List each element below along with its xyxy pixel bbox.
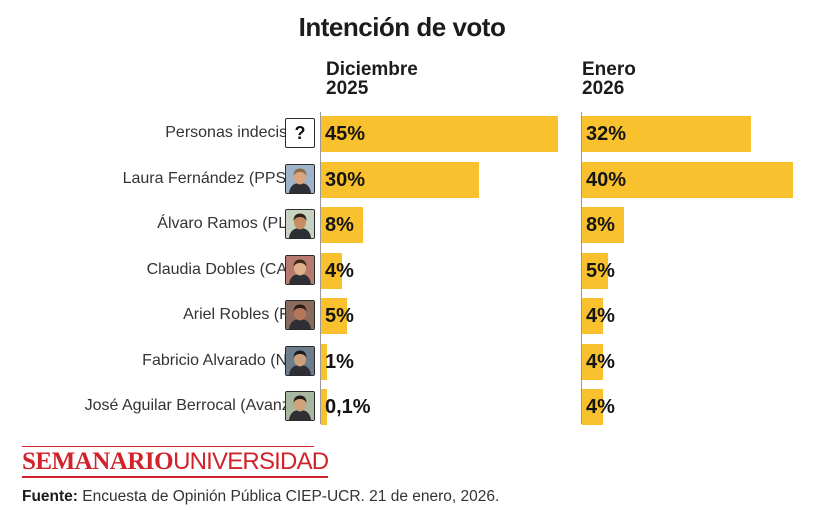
bar-january	[582, 116, 751, 152]
chart-row: Laura Fernández (PPSO) 30% 40%	[0, 161, 840, 198]
data-label-january: 40%	[586, 168, 627, 191]
chart-row: Personas indecisas? 45% 32%	[0, 116, 840, 152]
brand-rule	[22, 446, 314, 447]
data-label-december: 45%	[325, 123, 366, 145]
candidate-photo-icon	[285, 391, 315, 421]
column-header-january: Enero 2026	[582, 60, 636, 98]
brand-logo-part1: SEMANARIO	[22, 448, 174, 475]
data-label-january: 8%	[586, 214, 615, 236]
chart-row: Ariel Robles (FA) 5% 4%	[0, 298, 840, 334]
category-label: José Aguilar Berrocal (Avanza)	[84, 397, 304, 414]
axis-line-december	[320, 112, 321, 424]
column-header-january-year: 2026	[582, 78, 625, 99]
bar-january	[582, 343, 604, 380]
category-label: Personas indecisas	[165, 124, 304, 141]
column-header-december: Diciembre 2025	[326, 60, 418, 98]
question-mark-glyph: ?	[294, 122, 306, 143]
bar-january	[582, 298, 604, 334]
bar-january	[582, 207, 625, 243]
source-text: Encuesta de Opinión Pública CIEP-UCR. 21…	[77, 488, 500, 505]
data-label-january: 4%	[586, 350, 615, 373]
bar-december	[321, 161, 479, 198]
data-label-january: 5%	[586, 259, 615, 282]
data-label-december: 4%	[325, 259, 354, 282]
data-label-december: 5%	[325, 305, 354, 327]
category-label: Laura Fernández (PPSO)	[122, 169, 304, 187]
column-header-january-month: Enero	[582, 59, 636, 80]
bar-december	[321, 207, 364, 243]
question-mark-icon: ?	[285, 118, 315, 148]
bar-january	[582, 161, 793, 198]
bar-december	[321, 389, 327, 425]
column-header-december-month: Diciembre	[326, 59, 418, 80]
chart-row: Fabricio Alvarado (NR) 1% 4%	[0, 343, 840, 380]
bar-december	[321, 298, 348, 334]
candidate-photo-icon	[285, 209, 315, 239]
category-label: Claudia Dobles (CAC)	[146, 260, 304, 278]
bar-january	[582, 252, 609, 289]
category-label: Álvaro Ramos (PLN)	[157, 215, 304, 232]
candidate-photo-icon	[285, 163, 315, 194]
data-label-december: 1%	[325, 350, 354, 373]
axis-line-january	[581, 112, 582, 424]
data-label-january: 32%	[586, 123, 627, 145]
source-note: Fuente: Encuesta de Opinión Pública CIEP…	[22, 488, 499, 506]
brand-logo: SEMANARIOUNIVERSIDAD	[22, 448, 329, 478]
bar-december	[321, 116, 558, 152]
chart-row: Claudia Dobles (CAC) 4% 5%	[0, 252, 840, 289]
candidate-photo-icon	[285, 300, 315, 330]
bar-january	[582, 389, 604, 425]
category-label: Fabricio Alvarado (NR)	[142, 351, 304, 369]
brand-logo-part2: UNIVERSIDAD	[173, 448, 329, 475]
column-header-december-year: 2025	[326, 78, 369, 99]
data-label-december: 8%	[325, 214, 354, 236]
data-label-december: 30%	[325, 168, 366, 191]
data-label-january: 4%	[586, 396, 615, 418]
bar-december	[321, 252, 343, 289]
candidate-photo-icon	[285, 254, 315, 285]
bar-december	[321, 343, 327, 380]
source-label: Fuente:	[22, 488, 78, 505]
chart-row: José Aguilar Berrocal (Avanza) 0,1% 4%	[0, 389, 840, 425]
chart-row: Álvaro Ramos (PLN) 8% 8%	[0, 207, 840, 243]
candidate-photo-icon	[285, 345, 315, 376]
data-label-december: 0,1%	[325, 396, 371, 418]
category-label: Ariel Robles (FA)	[183, 306, 304, 323]
chart-title: Intención de voto	[298, 12, 506, 42]
data-label-january: 4%	[586, 305, 615, 327]
